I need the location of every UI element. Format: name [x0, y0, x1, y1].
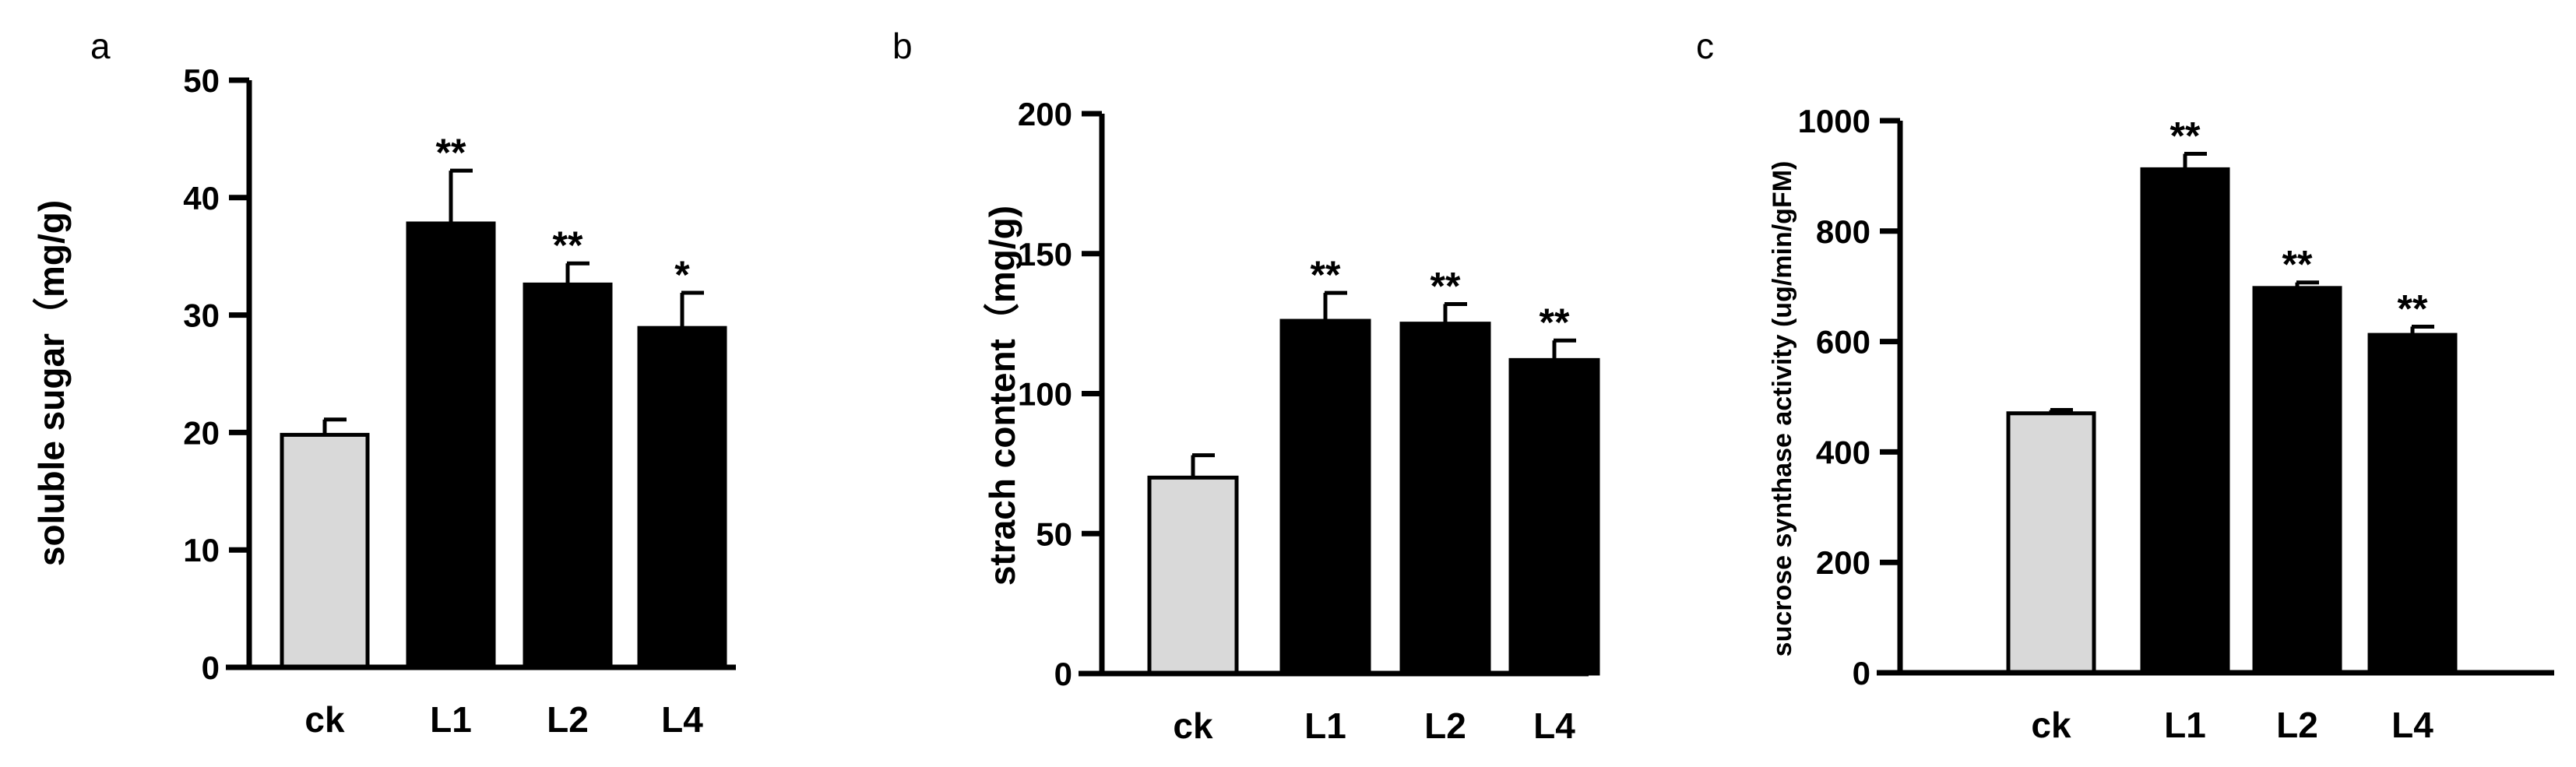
y-tick-label-c-4: 800: [1816, 213, 1870, 250]
significance-marks-a: *****: [436, 131, 691, 297]
error-bars-c: [2049, 152, 2434, 413]
panel-letter-a: a: [90, 26, 111, 66]
y-tick-label-c-0: 0: [1853, 655, 1870, 691]
bars-a: [280, 221, 727, 670]
bar-b-L1: [1279, 318, 1371, 676]
y-tick-label-c-5: 1000: [1798, 103, 1870, 139]
significance-b-L1: **: [1311, 253, 1341, 297]
bar-a-ck: [280, 432, 370, 670]
bars-b: [1147, 318, 1600, 676]
y-ticks-a: 0 10 20 30 40 50: [183, 62, 249, 686]
y-tick-label-b-1: 50: [1036, 515, 1072, 552]
bar-b-L2: [1399, 322, 1491, 676]
y-tick-label-a-0: 0: [202, 649, 220, 686]
x-label-a-ck: ck: [304, 699, 345, 740]
x-label-a-L1: L1: [430, 699, 472, 740]
significance-marks-b: ** ** **: [1311, 253, 1570, 344]
y-tick-label-a-3: 30: [183, 297, 220, 334]
bars-c: [2006, 167, 2458, 675]
y-tick-label-b-0: 0: [1054, 656, 1072, 692]
error-bars-a: [322, 168, 704, 435]
chart-panel-c: c sucrose synthase activity (ug/min/gFM)…: [1696, 26, 2554, 745]
significance-c-L1: **: [2170, 114, 2201, 158]
y-tick-label-c-2: 400: [1816, 434, 1870, 470]
bar-a-L4: [637, 325, 727, 670]
y-tick-label-a-4: 40: [183, 180, 220, 216]
bar-a-L1: [406, 221, 496, 670]
y-tick-label-c-3: 600: [1816, 324, 1870, 361]
y-tick-label-a-5: 50: [183, 62, 220, 99]
chart-panel-b: b strach content（mg/g) ** ** ** 0 50 100 150 2…: [892, 26, 1600, 746]
y-axis-title-b: strach content（mg/g): [982, 206, 1022, 586]
x-labels-c: ck L1 L2 L4: [2031, 705, 2433, 745]
y-tick-label-c-1: 200: [1816, 544, 1870, 581]
x-label-c-ck: ck: [2031, 705, 2071, 745]
y-ticks-b: 0 50 100 150 200: [1018, 96, 1102, 692]
significance-a-L4: *: [674, 253, 690, 297]
y-axis-title-a: soluble sugar（mg/g): [31, 200, 72, 566]
significance-c-L2: **: [2282, 243, 2313, 287]
x-label-c-L4: L4: [2391, 705, 2433, 745]
bar-a-L2: [523, 282, 613, 670]
y-tick-label-b-2: 100: [1018, 376, 1072, 413]
x-label-b-L1: L1: [1304, 705, 1346, 746]
x-label-c-L2: L2: [2276, 705, 2318, 745]
bar-c-L1: [2140, 167, 2230, 675]
y-axis-title-c: sucrose synthase activity (ug/min/gFM): [1768, 161, 1797, 657]
significance-b-L4: **: [1540, 301, 1570, 344]
x-label-b-L4: L4: [1533, 705, 1575, 746]
significance-a-L1: **: [436, 131, 466, 174]
x-label-a-L2: L2: [547, 699, 589, 740]
bar-c-L2: [2252, 286, 2342, 675]
y-tick-label-a-1: 10: [183, 532, 220, 568]
chart-panel-a: a soluble sugar（mg/g) ***** 01020304050 …: [31, 26, 736, 740]
error-bars-b: [1191, 290, 1576, 478]
x-labels-a: ck L1 L2 L4: [304, 699, 703, 740]
significance-c-L4: **: [2398, 287, 2428, 330]
x-label-c-L1: L1: [2164, 705, 2206, 745]
bar-b-ck: [1147, 475, 1239, 676]
y-tick-label-b-4: 200: [1018, 96, 1072, 132]
y-ticks-c: 0 200 400 600 800 1000: [1798, 103, 1900, 691]
panel-letter-c: c: [1696, 26, 1714, 66]
significance-a-L2: **: [553, 223, 583, 267]
x-label-b-ck: ck: [1173, 705, 1213, 746]
y-tick-label-b-3: 150: [1018, 236, 1072, 273]
significance-marks-c: ** ** **: [2170, 114, 2428, 331]
panel-letter-b: b: [892, 26, 913, 66]
bar-c-ck: [2006, 411, 2096, 675]
x-label-b-L2: L2: [1424, 705, 1466, 746]
x-label-a-L4: L4: [661, 699, 703, 740]
x-labels-b: ck L1 L2 L4: [1173, 705, 1575, 746]
significance-b-L2: **: [1431, 264, 1461, 308]
bar-b-L4: [1508, 357, 1600, 676]
y-tick-label-a-2: 20: [183, 414, 220, 451]
bar-c-L4: [2367, 332, 2458, 675]
